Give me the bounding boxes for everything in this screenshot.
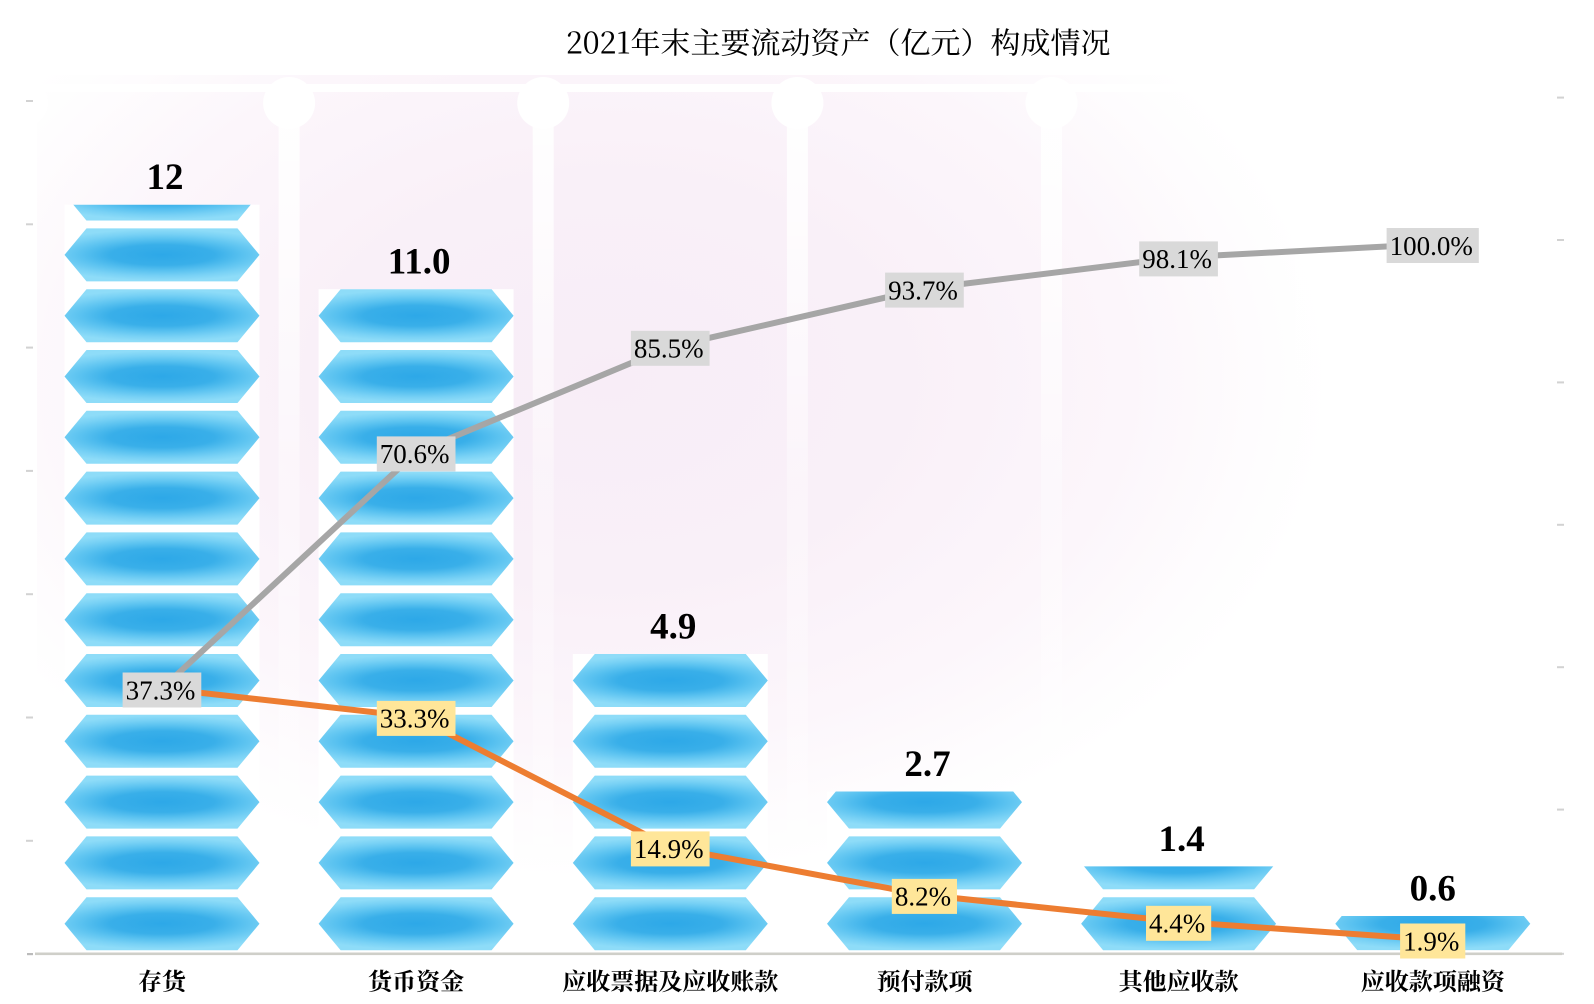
svg-text:1.4: 1.4 <box>1158 819 1204 860</box>
svg-text:98.1%: 98.1% <box>1142 244 1212 274</box>
svg-text:37.3%: 37.3% <box>126 675 196 705</box>
svg-text:4.9: 4.9 <box>650 607 696 648</box>
svg-text:93.7%: 93.7% <box>888 275 958 305</box>
svg-text:4.4%: 4.4% <box>1149 909 1205 939</box>
svg-text:1.9%: 1.9% <box>1403 926 1459 956</box>
svg-text:85.5%: 85.5% <box>634 334 704 364</box>
svg-text:2.7: 2.7 <box>904 744 950 785</box>
svg-text:14.9%: 14.9% <box>634 834 704 864</box>
svg-text:70.6%: 70.6% <box>380 439 450 469</box>
svg-text:8.2%: 8.2% <box>895 882 951 912</box>
svg-text:12: 12 <box>147 157 184 198</box>
svg-text:11.0: 11.0 <box>388 242 451 283</box>
svg-text:33.3%: 33.3% <box>380 704 450 734</box>
svg-text:0.6: 0.6 <box>1410 869 1456 910</box>
svg-text:100.0%: 100.0% <box>1390 231 1473 261</box>
